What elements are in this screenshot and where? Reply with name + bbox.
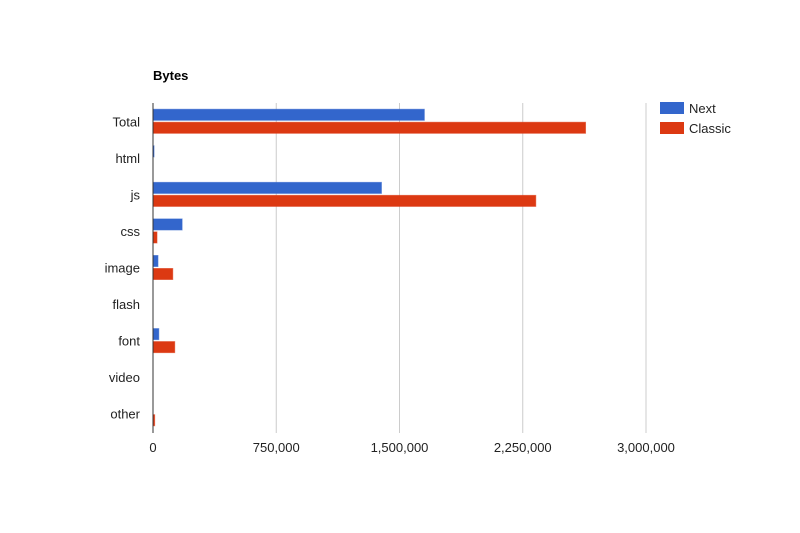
bar-classic-font: [152, 341, 176, 354]
bar-next-js: [152, 181, 382, 194]
y-tick-label: image: [105, 261, 140, 276]
y-tick-label: js: [130, 187, 141, 202]
x-tick-label: 3,000,000: [617, 440, 675, 455]
x-tick-label: 2,250,000: [494, 440, 552, 455]
legend-swatch-classic: [660, 122, 684, 134]
y-tick-label: Total: [113, 114, 141, 129]
bar-next-font: [152, 328, 160, 341]
y-tick-label: html: [115, 151, 140, 166]
x-tick-label: 1,500,000: [371, 440, 429, 455]
chart-title: Bytes: [153, 68, 188, 83]
y-tick-label: css: [121, 224, 141, 239]
legend-label-next: Next: [689, 101, 716, 116]
bar-next-total: [152, 108, 425, 121]
bar-next-css: [152, 218, 183, 231]
y-tick-label: other: [110, 407, 140, 422]
bar-next-image: [152, 255, 159, 267]
y-tick-label: flash: [113, 297, 140, 312]
x-tick-label: 750,000: [253, 440, 300, 455]
y-tick-label: font: [118, 334, 140, 349]
bar-classic-image: [152, 268, 174, 280]
legend-swatch-next: [660, 102, 684, 114]
bar-classic-css: [152, 231, 158, 244]
y-tick-label: video: [109, 370, 140, 385]
bar-classic-js: [152, 194, 537, 207]
legend-label-classic: Classic: [689, 121, 731, 136]
bar-classic-total: [152, 121, 587, 134]
x-tick-label: 0: [149, 440, 156, 455]
